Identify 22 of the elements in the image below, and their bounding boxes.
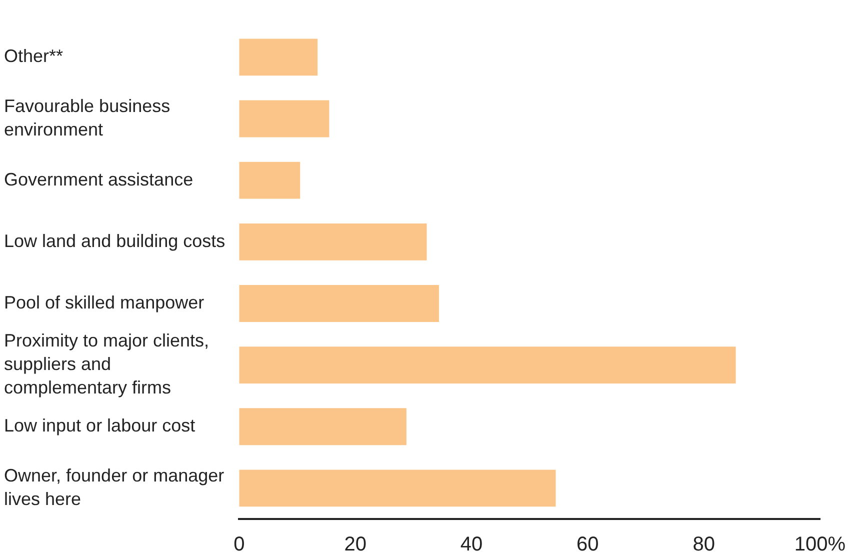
y-tick-label: Owner, founder or manager lives here <box>4 465 224 509</box>
bar <box>239 408 406 446</box>
y-tick-label: Other** <box>4 46 64 66</box>
bar <box>239 285 439 322</box>
bar <box>239 100 330 138</box>
x-tick-label: 60 <box>576 534 599 556</box>
bar <box>239 38 318 76</box>
y-tick-label: Pool of skilled manpower <box>4 292 204 312</box>
bar <box>239 162 300 199</box>
y-tick-label: Low input or labour cost <box>4 416 196 436</box>
y-tick-label: Proximity to major clients, suppliers and complementary firms <box>4 330 210 398</box>
x-tick-label: 0 <box>234 534 245 556</box>
x-tick-label: 80 <box>692 534 715 556</box>
y-tick-label: Low land and building costs <box>4 230 226 251</box>
y-tick-label: Government assistance <box>4 169 194 190</box>
x-tick-label: 20 <box>344 534 366 556</box>
bar <box>239 346 736 384</box>
x-tick-label: 40 <box>460 534 483 556</box>
bar <box>239 223 427 260</box>
y-tick-label: Favourable business environment <box>4 96 170 140</box>
x-tick-label: 100% <box>794 534 846 556</box>
bar <box>239 470 556 507</box>
